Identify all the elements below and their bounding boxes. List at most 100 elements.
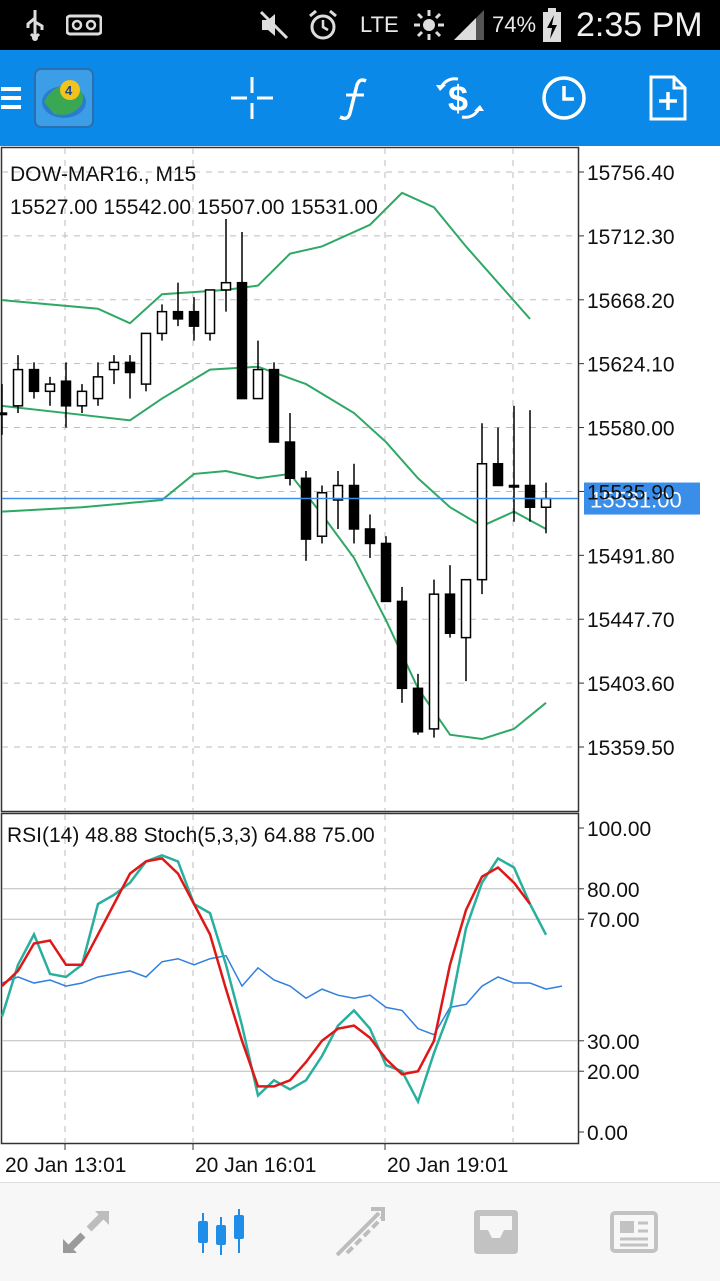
candle-body — [156, 310, 168, 335]
bollinger-bands — [1, 191, 547, 741]
clock: 2:35 PM — [576, 5, 703, 44]
candle-body — [348, 484, 360, 530]
candle-body — [396, 600, 408, 690]
candle-body — [44, 383, 56, 393]
candle-body — [172, 310, 184, 320]
indicator-frame — [0, 812, 580, 1145]
candle-body — [444, 593, 456, 635]
time-tick-label: 20 Jan 13:01 — [5, 1154, 126, 1177]
candle-body — [492, 463, 504, 487]
axis-ticks: 15756.40 15712.30 15668.20 15624.10 15580.00… — [5, 162, 675, 1177]
candle-body — [380, 542, 392, 603]
price-tick-label: 15712.30 — [587, 226, 675, 249]
stoch-signal-line — [1, 857, 531, 1088]
candle-body — [540, 497, 552, 508]
candle-body — [332, 484, 344, 501]
indicator-tick-label: 0.00 — [587, 1122, 628, 1145]
indicator-tick-label: 70.00 — [587, 909, 640, 932]
candle-body — [204, 289, 216, 335]
data-activity-icon — [412, 0, 446, 50]
ohlc-label: 15527.00 15542.00 15507.00 15531.00 — [10, 196, 378, 219]
candle-body — [428, 593, 440, 730]
battery-percent: 74% — [492, 12, 537, 37]
price-tick-label: 15756.40 — [587, 162, 675, 185]
signal-icon — [452, 0, 486, 50]
timeframe-icon[interactable] — [532, 50, 596, 146]
price-tick-label: 15359.50 — [587, 737, 675, 760]
price-tick-label: 15491.80 — [587, 545, 675, 568]
lte-label: LTE — [360, 12, 399, 37]
rsi-line — [1, 954, 563, 1036]
candle-body — [76, 390, 88, 407]
indicators-icon[interactable] — [326, 50, 386, 146]
menu-icon[interactable] — [0, 50, 24, 146]
trade-icon[interactable] — [288, 1183, 432, 1281]
stoch-main-line — [0, 854, 548, 1105]
grid — [2, 148, 578, 1142]
price-tick-label: 15624.10 — [587, 354, 675, 377]
mt4-logo[interactable]: 4 — [32, 50, 96, 146]
status-bar: LTE 74% 2:35 PM — [0, 0, 720, 50]
candle-body — [300, 477, 312, 540]
price-chart[interactable]: 15531.00 15756.40 15712.30 15668.20 15624.1… — [0, 146, 720, 1182]
candle-body — [508, 484, 520, 488]
crosshair-icon[interactable] — [222, 50, 282, 146]
indicator-tick-label: 20.00 — [587, 1061, 640, 1084]
quotes-icon[interactable] — [14, 1183, 158, 1281]
indicator-tick-label: 100.00 — [587, 818, 651, 841]
bollinger-upper — [1, 191, 531, 325]
time-tick-label: 20 Jan 19:01 — [387, 1154, 508, 1177]
candle-body — [28, 368, 40, 393]
candle-body — [12, 368, 24, 407]
price-tick-label: 15668.20 — [587, 290, 675, 313]
symbols-icon[interactable]: $ — [428, 50, 492, 146]
current-price-line: 15531.00 — [2, 482, 700, 515]
chart-area[interactable]: 15531.00 15756.40 15712.30 15668.20 15624.1… — [0, 146, 720, 1182]
candle-body — [108, 361, 120, 371]
price-tick-label: 15403.60 — [587, 673, 675, 696]
symbol-label: DOW-MAR16., M15 — [10, 163, 196, 186]
current-price-badge — [584, 482, 700, 515]
indicator-lines — [0, 854, 563, 1105]
chart-icon[interactable] — [150, 1183, 294, 1281]
price-tick-label: 15535.90 — [587, 481, 675, 504]
candle-body — [412, 687, 424, 733]
candle-body — [220, 281, 232, 291]
candle-body — [284, 441, 296, 480]
battery-charging-icon — [542, 0, 562, 50]
candle-body — [316, 491, 328, 537]
candle-body — [0, 412, 8, 416]
main-chart-frame — [0, 146, 580, 813]
top-toolbar: 4 $ — [0, 50, 720, 146]
candle-body — [92, 376, 104, 400]
indicator-label: RSI(14) 48.88 Stoch(5,3,3) 64.88 75.00 — [7, 824, 375, 847]
svg-text:4: 4 — [65, 83, 73, 98]
candle-body — [364, 528, 376, 545]
candle-body — [188, 310, 200, 327]
indicator-tick-label: 30.00 — [587, 1031, 640, 1054]
alarm-icon — [306, 0, 340, 50]
bottom-nav — [0, 1182, 720, 1281]
candles — [0, 218, 552, 738]
candle-body — [524, 484, 536, 508]
candle-body — [252, 368, 264, 400]
svg-text:$: $ — [448, 78, 468, 119]
news-icon[interactable] — [562, 1183, 706, 1281]
usb-icon — [22, 0, 48, 50]
indicator-tick-label: 80.00 — [587, 879, 640, 902]
current-price-label: 15531.00 — [590, 488, 682, 513]
candle-body — [236, 281, 248, 400]
price-tick-label: 15447.70 — [587, 609, 675, 632]
price-tick-label: 15580.00 — [587, 418, 675, 441]
candle-body — [460, 578, 472, 639]
candle-body — [140, 332, 152, 385]
candle-body — [124, 361, 136, 374]
time-tick-label: 20 Jan 16:01 — [195, 1154, 316, 1177]
bollinger-middle — [1, 365, 547, 530]
candle-body — [476, 463, 488, 581]
candle-body — [60, 380, 72, 407]
new-order-icon[interactable] — [636, 50, 700, 146]
voicemail-icon — [66, 0, 102, 50]
history-icon[interactable] — [424, 1183, 568, 1281]
mute-icon — [258, 0, 290, 50]
